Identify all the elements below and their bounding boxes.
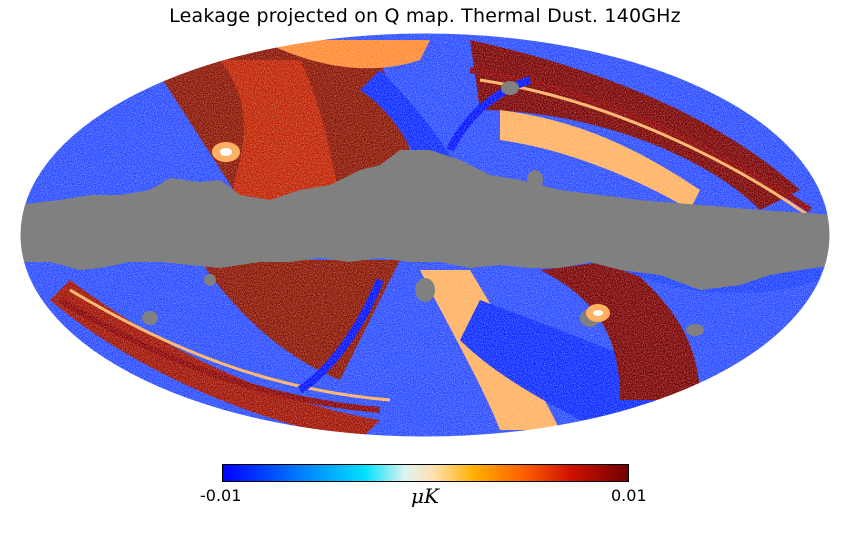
sky-map	[19, 32, 831, 438]
colorbar-max-label: 0.01	[611, 486, 647, 505]
hot-spot-south	[586, 304, 610, 322]
colorbar	[222, 464, 629, 482]
colorbar-min-label: -0.01	[200, 486, 242, 505]
galactic-mask	[20, 150, 830, 290]
colorbar-unit-label: μK	[411, 484, 439, 508]
map-body	[20, 33, 830, 437]
hot-spot-north	[212, 142, 240, 162]
figure-title: Leakage projected on Q map. Thermal Dust…	[169, 5, 681, 27]
